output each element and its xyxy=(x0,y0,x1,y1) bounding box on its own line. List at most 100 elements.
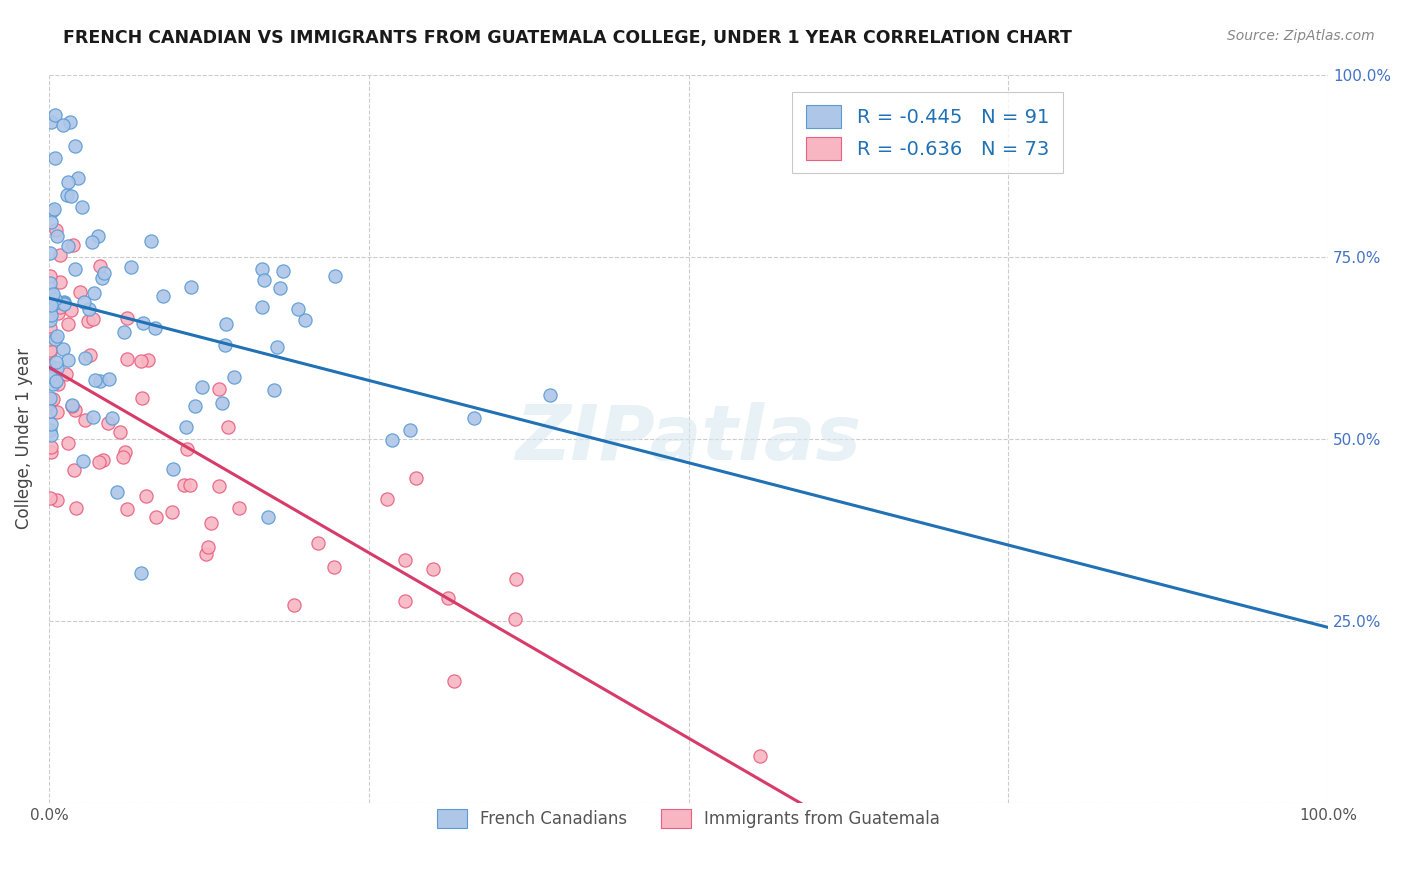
Point xyxy=(111,450,134,464)
Point xyxy=(41,392,63,407)
Point xyxy=(45,405,67,419)
Point xyxy=(208,479,231,493)
Point xyxy=(191,380,214,394)
Point xyxy=(49,300,72,314)
Point xyxy=(41,204,63,219)
Point xyxy=(39,396,62,410)
Point xyxy=(463,411,485,425)
Point xyxy=(73,294,96,309)
Point xyxy=(39,345,62,359)
Text: ZIPatlas: ZIPatlas xyxy=(516,401,862,475)
Point xyxy=(540,388,562,402)
Point xyxy=(97,416,120,430)
Point xyxy=(56,239,79,253)
Point xyxy=(256,510,278,524)
Point xyxy=(48,248,70,262)
Point xyxy=(39,368,62,383)
Point xyxy=(93,266,115,280)
Point xyxy=(39,268,62,283)
Point xyxy=(39,320,62,334)
Point xyxy=(65,501,87,516)
Point xyxy=(53,296,76,310)
Point xyxy=(39,301,62,315)
Point xyxy=(44,292,66,306)
Point xyxy=(82,312,104,326)
Point xyxy=(89,259,111,273)
Point xyxy=(45,223,67,237)
Point xyxy=(55,188,77,202)
Point xyxy=(39,491,62,505)
Point xyxy=(82,409,104,424)
Point xyxy=(52,342,75,356)
Point xyxy=(66,171,89,186)
Point xyxy=(162,505,184,519)
Point xyxy=(108,425,131,439)
Point xyxy=(45,360,67,375)
Point xyxy=(323,560,346,574)
Point xyxy=(39,214,62,228)
Point xyxy=(152,289,174,303)
Point xyxy=(44,296,66,310)
Point xyxy=(39,246,62,260)
Point xyxy=(422,562,444,576)
Point xyxy=(77,302,100,317)
Point xyxy=(129,566,152,581)
Point xyxy=(63,402,86,417)
Point xyxy=(44,332,66,346)
Point xyxy=(39,391,62,405)
Point xyxy=(39,276,62,290)
Point xyxy=(323,268,346,283)
Point xyxy=(46,492,69,507)
Point xyxy=(136,352,159,367)
Point xyxy=(294,313,316,327)
Point xyxy=(250,301,273,315)
Point xyxy=(44,151,66,165)
Point xyxy=(46,229,69,244)
Point xyxy=(215,317,238,331)
Point xyxy=(49,276,72,290)
Point xyxy=(39,313,62,327)
Point xyxy=(143,321,166,335)
Point xyxy=(97,371,120,385)
Point xyxy=(217,420,239,434)
Point xyxy=(41,377,63,392)
Point xyxy=(228,501,250,516)
Point xyxy=(180,280,202,294)
Point xyxy=(87,455,110,469)
Point xyxy=(39,343,62,357)
Point xyxy=(46,376,69,391)
Point xyxy=(214,337,236,351)
Point xyxy=(39,298,62,312)
Point xyxy=(58,317,80,331)
Point xyxy=(437,591,460,606)
Legend: French Canadians, Immigrants from Guatemala: French Canadians, Immigrants from Guatem… xyxy=(430,802,946,835)
Point xyxy=(145,510,167,524)
Point xyxy=(271,264,294,278)
Point xyxy=(93,453,115,467)
Point xyxy=(200,516,222,531)
Point xyxy=(394,594,416,608)
Point xyxy=(39,359,62,373)
Point xyxy=(184,399,207,413)
Point xyxy=(56,175,79,189)
Point xyxy=(173,477,195,491)
Point xyxy=(46,305,69,319)
Point xyxy=(65,139,87,153)
Point xyxy=(46,328,69,343)
Point xyxy=(120,260,142,274)
Point xyxy=(101,410,124,425)
Point xyxy=(174,420,197,434)
Point xyxy=(58,353,80,368)
Point xyxy=(82,235,104,249)
Point xyxy=(45,355,67,369)
Point xyxy=(117,310,139,325)
Point xyxy=(176,442,198,456)
Point xyxy=(69,285,91,300)
Point xyxy=(58,436,80,450)
Point xyxy=(195,547,218,561)
Point xyxy=(394,553,416,567)
Point xyxy=(503,612,526,626)
Point xyxy=(250,262,273,277)
Point xyxy=(52,294,75,309)
Text: Source: ZipAtlas.com: Source: ZipAtlas.com xyxy=(1227,29,1375,44)
